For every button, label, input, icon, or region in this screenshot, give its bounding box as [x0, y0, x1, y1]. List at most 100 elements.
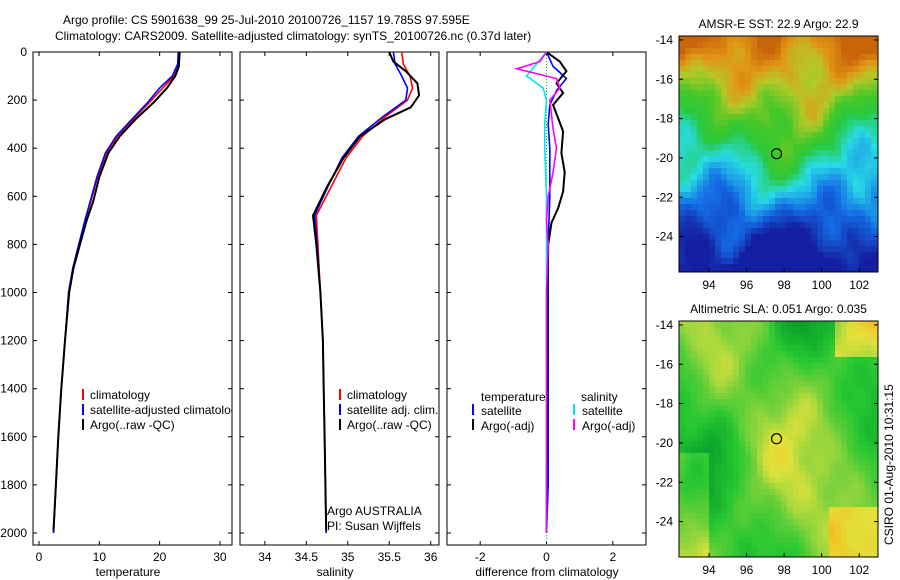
heatmap-cell	[697, 369, 704, 376]
heatmap-cell	[835, 447, 842, 454]
heatmap-cell	[721, 471, 728, 478]
heatmap-cell	[715, 180, 722, 187]
heatmap-cell	[847, 108, 854, 115]
heatmap-cell	[715, 162, 722, 169]
heatmap-cell	[871, 387, 878, 394]
heatmap-cell	[709, 78, 716, 85]
heatmap-cell	[841, 519, 848, 526]
heatmap-cell	[709, 96, 716, 103]
heatmap-cell	[769, 393, 776, 400]
heatmap-cell	[865, 120, 872, 127]
heatmap-cell	[799, 156, 806, 163]
heatmap-cell	[823, 270, 830, 273]
heatmap-cell	[769, 513, 776, 520]
heatmap-cell	[763, 381, 770, 388]
heatmap-cell	[703, 210, 710, 217]
heatmap-cell	[733, 270, 740, 273]
heatmap-cell	[799, 234, 806, 241]
heatmap-cell	[847, 132, 854, 139]
heatmap-cell	[751, 126, 758, 133]
heatmap-cell	[721, 234, 728, 241]
heatmap-cell	[835, 453, 842, 460]
heatmap-cell	[727, 489, 734, 496]
heatmap-cell	[679, 411, 686, 418]
heatmap-cell	[811, 216, 818, 223]
heatmap-cell	[775, 192, 782, 199]
heatmap-cell	[751, 168, 758, 175]
heatmap-cell	[829, 513, 836, 520]
heatmap-cell	[733, 381, 740, 388]
heatmap-cell	[793, 483, 800, 490]
heatmap-cell	[841, 204, 848, 211]
heatmap-cell	[757, 96, 764, 103]
heatmap-cell	[823, 252, 830, 259]
heatmap-cell	[733, 180, 740, 187]
x-axis-label: temperature	[96, 565, 161, 579]
heatmap-cell	[865, 333, 872, 340]
heatmap-cell	[811, 423, 818, 430]
heatmap-cell	[739, 399, 746, 406]
heatmap-cell	[763, 102, 770, 109]
heatmap-cell	[859, 411, 866, 418]
heatmap-cell	[799, 417, 806, 424]
heatmap-cell	[781, 78, 788, 85]
heatmap-cell	[823, 42, 830, 49]
heatmap-cell	[871, 393, 878, 400]
heatmap-cell	[817, 102, 824, 109]
heatmap-cell	[805, 549, 812, 556]
heatmap-cell	[715, 495, 722, 502]
heatmap-cell	[841, 435, 848, 442]
heatmap-cell	[733, 453, 740, 460]
heatmap-cell	[739, 252, 746, 259]
heatmap-cell	[715, 513, 722, 520]
heatmap-cell	[805, 150, 812, 157]
heatmap-cell	[817, 393, 824, 400]
heatmap-cell	[865, 264, 872, 271]
heatmap-cell	[763, 441, 770, 448]
heatmap-cell	[781, 156, 788, 163]
heatmap-cell	[805, 327, 812, 334]
heatmap-cell	[799, 84, 806, 91]
heatmap-cell	[715, 363, 722, 370]
heatmap-cell	[793, 477, 800, 484]
heatmap-cell	[823, 168, 830, 175]
heatmap-cell	[793, 180, 800, 187]
heatmap-cell	[709, 429, 716, 436]
heatmap-cell	[679, 108, 686, 115]
heatmap-cell	[859, 369, 866, 376]
heatmap-cell	[853, 192, 860, 199]
heatmap-cell	[757, 72, 764, 79]
heatmap-cell	[703, 399, 710, 406]
heatmap-cell	[775, 234, 782, 241]
heatmap-cell	[757, 246, 764, 253]
heatmap-cell	[775, 417, 782, 424]
heatmap-cell	[817, 108, 824, 115]
heatmap-cell	[787, 162, 794, 169]
heatmap-cell	[775, 174, 782, 181]
heatmap-cell	[853, 363, 860, 370]
heatmap-cell	[775, 387, 782, 394]
heatmap-cell	[835, 114, 842, 121]
heatmap-cell	[817, 42, 824, 49]
heatmap-cell	[763, 435, 770, 442]
heatmap-cell	[751, 495, 758, 502]
heatmap-cell	[847, 417, 854, 424]
heatmap-cell	[703, 417, 710, 424]
heatmap-cell	[793, 399, 800, 406]
heatmap-cell	[859, 387, 866, 394]
heatmap-cell	[793, 405, 800, 412]
heatmap-cell	[685, 453, 692, 460]
heatmap-cell	[859, 246, 866, 253]
heatmap-cell	[703, 42, 710, 49]
heatmap-cell	[841, 186, 848, 193]
y-tick-label: -22	[656, 190, 674, 204]
heatmap-cell	[793, 114, 800, 121]
heatmap-cell	[703, 78, 710, 85]
heatmap-cell	[703, 411, 710, 418]
heatmap-cell	[679, 144, 686, 151]
heatmap-cell	[685, 90, 692, 97]
heatmap-cell	[787, 549, 794, 556]
heatmap-cell	[757, 357, 764, 364]
heatmap-cell	[703, 156, 710, 163]
heatmap-cell	[703, 240, 710, 247]
